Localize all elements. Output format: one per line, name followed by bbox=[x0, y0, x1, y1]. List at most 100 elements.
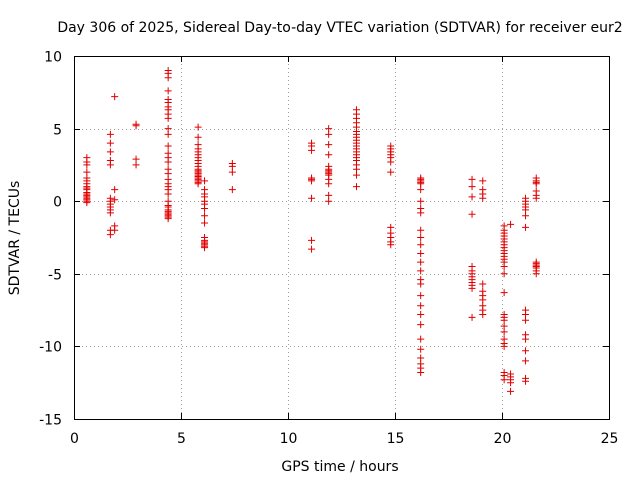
data-point bbox=[106, 209, 114, 217]
data-point bbox=[164, 114, 172, 122]
data-point bbox=[417, 197, 425, 205]
data-point bbox=[132, 161, 140, 169]
data-point bbox=[228, 168, 236, 176]
data-point bbox=[111, 186, 119, 194]
data-point bbox=[194, 180, 202, 188]
data-point bbox=[507, 387, 515, 395]
y-tick-label: 0 bbox=[53, 195, 62, 211]
data-point bbox=[532, 270, 540, 278]
data-point bbox=[106, 231, 114, 239]
data-point bbox=[500, 328, 508, 336]
data-point bbox=[468, 284, 476, 292]
data-point bbox=[164, 203, 172, 211]
data-point bbox=[308, 146, 316, 154]
data-point bbox=[417, 310, 425, 318]
x-tick-label: 10 bbox=[280, 431, 298, 447]
data-point bbox=[479, 280, 487, 288]
x-tick-label: 5 bbox=[177, 431, 186, 447]
data-point bbox=[417, 186, 425, 194]
x-axis: 0 5 10 15 20 25 bbox=[70, 56, 618, 447]
data-point bbox=[500, 376, 508, 384]
data-point bbox=[468, 313, 476, 321]
data-point bbox=[164, 74, 172, 82]
x-tick-label: 20 bbox=[494, 431, 512, 447]
data-point bbox=[417, 292, 425, 300]
y-tick-label: 5 bbox=[53, 123, 62, 139]
data-point bbox=[417, 335, 425, 343]
x-tick-label: 15 bbox=[387, 431, 405, 447]
data-point bbox=[164, 87, 172, 95]
data-point bbox=[201, 212, 209, 220]
data-point bbox=[387, 241, 395, 249]
data-points bbox=[83, 67, 540, 395]
data-point bbox=[468, 175, 476, 183]
data-point bbox=[111, 93, 119, 101]
data-point bbox=[308, 194, 316, 202]
data-point bbox=[194, 133, 202, 141]
data-point bbox=[417, 321, 425, 329]
data-point bbox=[468, 210, 476, 218]
data-point bbox=[308, 245, 316, 253]
data-point bbox=[522, 316, 530, 324]
data-point bbox=[352, 171, 360, 179]
data-point bbox=[522, 212, 530, 220]
grid-lines bbox=[74, 56, 609, 419]
data-point bbox=[228, 186, 236, 194]
data-point bbox=[522, 347, 530, 355]
data-point bbox=[500, 289, 508, 297]
data-point bbox=[500, 342, 508, 350]
data-point bbox=[522, 223, 530, 231]
data-point bbox=[532, 180, 540, 188]
data-point bbox=[325, 197, 333, 205]
data-point bbox=[417, 302, 425, 310]
data-point bbox=[106, 130, 114, 138]
y-tick-label: -15 bbox=[39, 413, 62, 429]
data-point bbox=[417, 280, 425, 288]
data-point bbox=[83, 161, 91, 169]
data-point bbox=[201, 238, 209, 246]
data-point bbox=[106, 139, 114, 147]
data-point bbox=[479, 194, 487, 202]
data-point bbox=[325, 141, 333, 149]
data-point bbox=[532, 194, 540, 202]
data-point bbox=[132, 122, 140, 130]
data-point bbox=[522, 335, 530, 343]
data-point bbox=[507, 220, 515, 228]
data-point bbox=[417, 258, 425, 266]
data-point bbox=[417, 369, 425, 377]
y-axis: -15 -10 -5 0 5 10 bbox=[39, 50, 609, 429]
data-point bbox=[83, 199, 91, 207]
data-point bbox=[308, 177, 316, 185]
data-point bbox=[522, 357, 530, 365]
data-point bbox=[417, 234, 425, 241]
data-point bbox=[468, 193, 476, 201]
data-point bbox=[201, 204, 209, 212]
data-point bbox=[164, 190, 172, 198]
chart-title: Day 306 of 2025, Sidereal Day-to-day VTE… bbox=[57, 20, 622, 36]
data-point bbox=[106, 161, 114, 169]
data-point bbox=[500, 263, 508, 271]
x-axis-label: GPS time / hours bbox=[281, 459, 398, 475]
y-tick-label: -5 bbox=[48, 268, 62, 284]
data-point bbox=[387, 168, 395, 176]
data-point bbox=[387, 158, 395, 166]
data-point bbox=[417, 209, 425, 217]
data-point bbox=[194, 123, 202, 131]
x-tick-label: 25 bbox=[601, 431, 619, 447]
data-point bbox=[201, 177, 209, 185]
y-axis-label: SDTVAR / TECUs bbox=[7, 181, 23, 296]
data-point bbox=[352, 183, 360, 191]
data-point bbox=[164, 142, 172, 150]
data-point bbox=[479, 310, 487, 318]
y-tick-label: 10 bbox=[44, 50, 62, 66]
data-point bbox=[522, 377, 530, 385]
data-point bbox=[201, 219, 209, 227]
x-tick-label: 0 bbox=[70, 431, 79, 447]
data-point bbox=[325, 151, 333, 159]
data-point bbox=[468, 183, 476, 191]
data-point bbox=[111, 226, 119, 234]
data-point bbox=[308, 236, 316, 244]
data-point bbox=[500, 270, 508, 278]
data-point bbox=[106, 148, 114, 156]
